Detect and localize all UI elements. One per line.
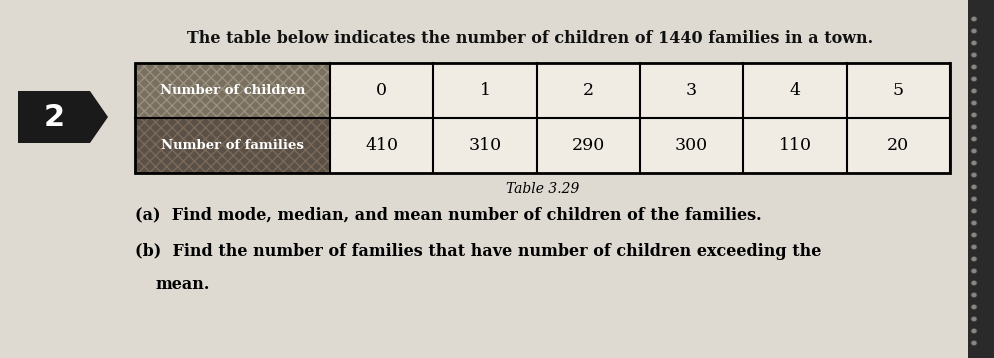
Text: 410: 410: [365, 137, 398, 154]
Ellipse shape: [970, 316, 976, 321]
Text: Table 3.29: Table 3.29: [505, 182, 579, 196]
Bar: [967, 0, 994, 358]
Text: 4: 4: [788, 82, 800, 99]
Ellipse shape: [970, 305, 976, 310]
Bar: [135, 63, 330, 118]
Ellipse shape: [970, 40, 976, 45]
Bar: [330, 63, 949, 173]
Ellipse shape: [970, 184, 976, 189]
Text: 110: 110: [777, 137, 811, 154]
Text: Number of children: Number of children: [160, 84, 305, 97]
Ellipse shape: [970, 77, 976, 82]
Text: mean.: mean.: [155, 276, 209, 293]
Bar: [135, 118, 330, 173]
Ellipse shape: [970, 88, 976, 93]
Text: 3: 3: [686, 82, 697, 99]
Text: 2: 2: [582, 82, 593, 99]
Text: 310: 310: [468, 137, 501, 154]
Ellipse shape: [970, 160, 976, 165]
Ellipse shape: [970, 268, 976, 274]
Text: Number of families: Number of families: [161, 139, 303, 152]
Ellipse shape: [970, 149, 976, 154]
Text: The table below indicates the number of children of 1440 families in a town.: The table below indicates the number of …: [187, 30, 872, 47]
Ellipse shape: [970, 125, 976, 130]
Text: 5: 5: [892, 82, 903, 99]
Ellipse shape: [970, 208, 976, 213]
Ellipse shape: [970, 64, 976, 69]
Polygon shape: [18, 91, 108, 143]
Text: 0: 0: [376, 82, 387, 99]
Ellipse shape: [970, 173, 976, 178]
Text: (b)  Find the number of families that have number of children exceeding the: (b) Find the number of families that hav…: [135, 243, 821, 260]
Ellipse shape: [970, 101, 976, 106]
Text: 290: 290: [572, 137, 604, 154]
Ellipse shape: [970, 329, 976, 334]
Bar: [135, 118, 330, 173]
Ellipse shape: [970, 53, 976, 58]
Ellipse shape: [970, 221, 976, 226]
Ellipse shape: [970, 245, 976, 250]
Text: 2: 2: [44, 102, 65, 131]
Text: 20: 20: [887, 137, 909, 154]
Text: (a)  Find mode, median, and mean number of children of the families.: (a) Find mode, median, and mean number o…: [135, 206, 760, 223]
Ellipse shape: [970, 256, 976, 261]
Ellipse shape: [970, 232, 976, 237]
Bar: [135, 63, 330, 118]
Ellipse shape: [970, 292, 976, 297]
Ellipse shape: [970, 16, 976, 21]
Ellipse shape: [970, 112, 976, 117]
Ellipse shape: [970, 197, 976, 202]
Text: 300: 300: [674, 137, 708, 154]
Ellipse shape: [970, 281, 976, 285]
Bar: [135, 63, 949, 173]
Ellipse shape: [970, 29, 976, 34]
Ellipse shape: [970, 340, 976, 345]
Text: 1: 1: [479, 82, 490, 99]
Ellipse shape: [970, 136, 976, 141]
